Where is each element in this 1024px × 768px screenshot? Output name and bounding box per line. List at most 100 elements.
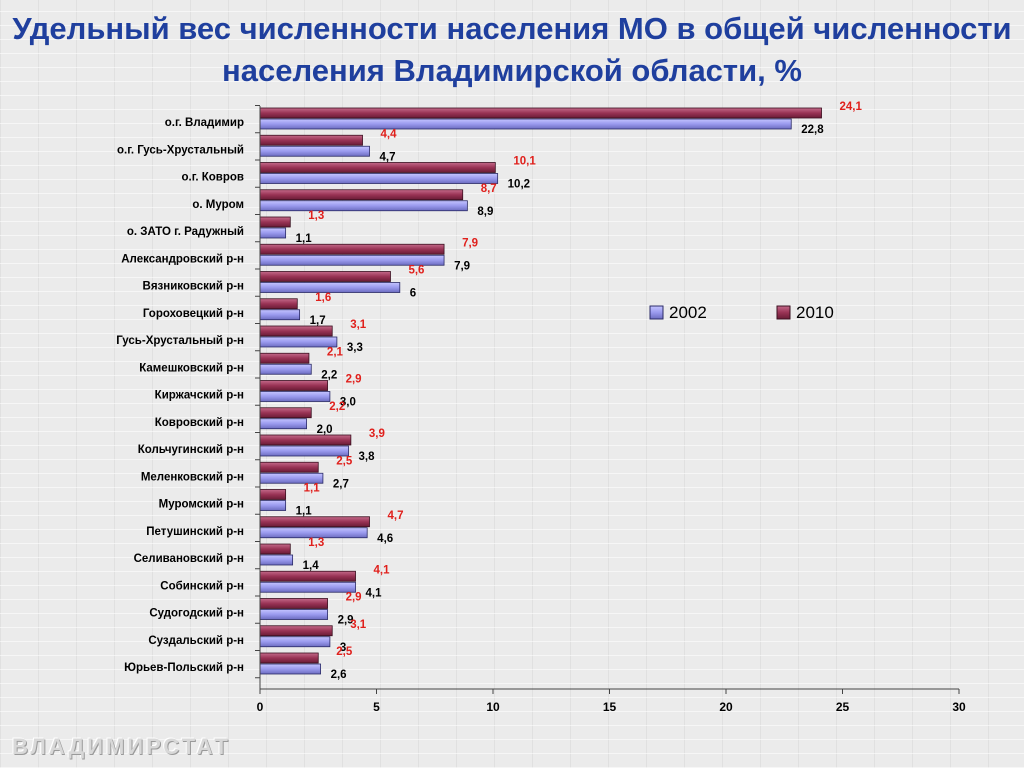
bar-2010 [259, 380, 328, 391]
x-tick-label: 25 [836, 700, 850, 714]
value-label-2002: 1,1 [296, 506, 313, 518]
bar-2010 [259, 652, 319, 664]
value-label-2010: 7,9 [462, 237, 478, 249]
value-label-2010: 3,1 [350, 619, 367, 631]
legend: 2002 2010 [649, 303, 834, 322]
bar-2002 [259, 336, 338, 348]
bar-2010 [259, 243, 445, 255]
bar-2002 [259, 500, 287, 511]
watermark-logo: ВЛАДИМИРСТАТ [12, 734, 231, 759]
value-label-2002: 1,1 [296, 233, 313, 245]
bars-layer [259, 107, 822, 675]
bar-2002 [259, 391, 331, 402]
bar-2010 [259, 489, 287, 500]
value-label-2010: 2,1 [327, 346, 344, 358]
value-label-2010: 2,9 [346, 374, 362, 386]
bar-2010 [259, 352, 310, 364]
value-label-2010: 2,9 [346, 592, 362, 604]
category-label: о.г. Ковров [182, 172, 244, 184]
bar-2002 [259, 581, 356, 593]
bar-2010 [259, 162, 496, 173]
bar-2002 [259, 309, 301, 321]
bar-2002 [259, 609, 328, 620]
category-label: о.г. Гусь-Хрустальный [117, 144, 244, 156]
value-label-2010: 1,6 [315, 292, 331, 304]
category-label: Вязниковский р-н [143, 281, 244, 293]
bar-2010 [259, 434, 352, 446]
bar-2002 [259, 554, 294, 566]
bar-2002 [259, 445, 349, 457]
category-label: Камешковский р-н [139, 362, 244, 374]
category-label: Киржачский р-н [155, 390, 244, 402]
category-labels: о.г. Владимир о.г. Гусь-Хрустальный о.г. К… [116, 117, 244, 674]
legend-swatch-2002 [649, 305, 664, 320]
bar-2002 [259, 663, 321, 675]
category-label: о. ЗАТО г. Радужный [127, 226, 244, 238]
x-tick-label: 5 [373, 700, 380, 714]
value-label-2002: 1,7 [310, 315, 326, 327]
value-label-2010: 3,9 [369, 428, 385, 440]
category-label: о. Муром [192, 199, 244, 211]
value-label-2010: 1,3 [308, 210, 324, 222]
bar-2010 [259, 598, 328, 609]
value-label-2010: 4,1 [374, 564, 391, 576]
value-label-2002: 6 [410, 288, 416, 300]
category-label: Суздальский р-н [148, 635, 244, 647]
value-label-2002: 3,3 [347, 342, 363, 354]
value-label-2002: 3,0 [340, 397, 356, 409]
value-label-2010: 4,7 [388, 510, 404, 522]
category-label: Меленковский р-н [141, 471, 244, 483]
value-label-2002: 10,2 [508, 179, 530, 191]
value-label-2010: 2,2 [329, 401, 345, 413]
category-label: Муромский р-н [159, 499, 244, 511]
bar-2002 [259, 418, 307, 430]
bar-2010 [259, 570, 356, 582]
bar-2010 [259, 407, 312, 419]
value-label-2002: 2,9 [338, 615, 354, 627]
value-label-2002: 1,4 [303, 560, 320, 572]
value-label-2002: 4,7 [380, 151, 396, 163]
bar-2002 [259, 636, 331, 648]
category-label: Ковровский р-н [155, 417, 244, 429]
value-label-2002: 7,9 [454, 260, 470, 272]
bar-2002 [259, 145, 370, 157]
value-label-2010: 4,4 [381, 128, 398, 140]
legend-swatch-2010 [776, 305, 791, 320]
bar-2010 [259, 325, 333, 337]
bar-2010 [259, 216, 291, 228]
value-label-2010: 2,5 [336, 455, 353, 467]
value-label-2002: 2,6 [331, 669, 347, 681]
category-label: Судогодский р-н [149, 608, 244, 620]
legend-label-2010: 2010 [796, 303, 834, 322]
bar-2010 [259, 516, 370, 528]
value-label-2010: 10,1 [513, 156, 536, 168]
bar-2010 [259, 625, 333, 637]
x-tick-label: 15 [603, 700, 617, 714]
category-label: Петушинский р-н [146, 526, 244, 538]
value-label-2002: 3,8 [359, 451, 376, 463]
bar-2002 [259, 363, 312, 375]
category-label: Юрьев-Польский р-н [124, 662, 244, 674]
value-label-2002: 3 [340, 642, 346, 654]
bar-2010 [259, 543, 291, 555]
value-label-2002: 4,6 [377, 533, 393, 545]
category-label: Селивановский р-н [134, 553, 244, 565]
x-tick-label: 0 [257, 700, 264, 714]
legend-label-2002: 2002 [669, 303, 707, 322]
value-label-2002: 4,1 [366, 587, 383, 599]
category-label: о.г. Владимир [165, 117, 244, 129]
value-label-2010: 5,6 [408, 265, 424, 277]
bar-2010 [259, 271, 391, 282]
value-label-2010: 2,5 [336, 646, 353, 658]
bar-2010 [259, 134, 363, 146]
x-tick-label: 20 [719, 700, 733, 714]
value-label-2010: 1,3 [308, 537, 324, 549]
x-tick-label: 10 [486, 700, 500, 714]
bar-2010 [259, 189, 464, 201]
value-label-2010: 3,1 [350, 319, 367, 331]
value-label-2010: 24,1 [840, 101, 863, 113]
value-labels: 24,1 22,8 4,4 4,7 10,1 10,2 8,7 8,9 1,3 1,1 7,9 7,9… [296, 101, 863, 681]
value-label-2010: 8,7 [481, 183, 497, 195]
value-label-2002: 2,7 [333, 478, 349, 490]
